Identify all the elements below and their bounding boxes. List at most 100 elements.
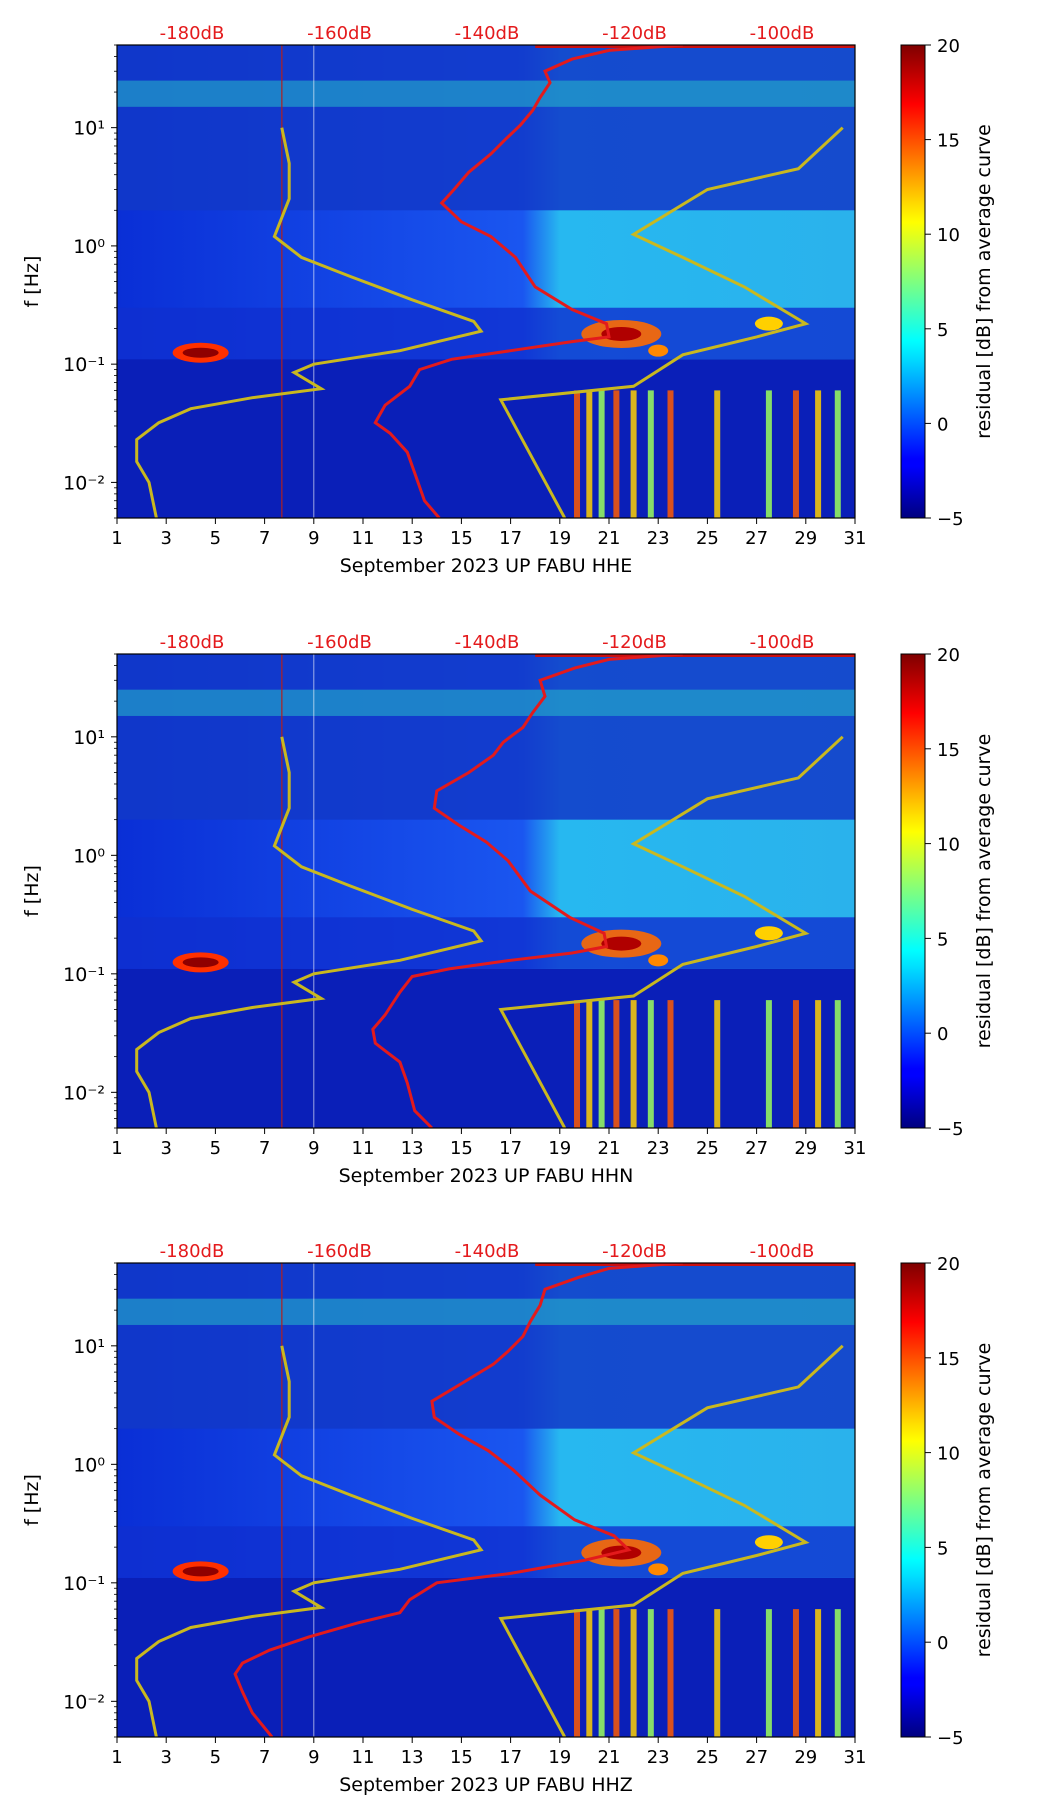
storm-stripe bbox=[598, 1000, 605, 1128]
x-tick-label: 7 bbox=[259, 1747, 270, 1768]
x-tick-label: 29 bbox=[794, 1138, 817, 1159]
storm-stripe bbox=[586, 390, 593, 518]
storm-stripe bbox=[647, 1000, 654, 1128]
colorbar-tick-label: 5 bbox=[937, 929, 948, 950]
high-frequency-band bbox=[117, 654, 855, 820]
y-axis-label: f [Hz] bbox=[21, 1474, 43, 1526]
colorbar-tick-label: 20 bbox=[937, 1254, 960, 1275]
top-db-label: -160dB bbox=[307, 23, 372, 44]
x-tick-label: 13 bbox=[401, 1138, 424, 1159]
storm-stripe bbox=[815, 390, 822, 518]
hotspot bbox=[648, 954, 669, 967]
storm-stripe bbox=[630, 1609, 637, 1737]
x-axis-label: September 2023 UP FABU HHE bbox=[340, 555, 633, 577]
hotspot bbox=[754, 926, 783, 941]
storm-stripe bbox=[613, 1000, 620, 1128]
colorbar-tick-label: 15 bbox=[937, 131, 960, 152]
spectrogram bbox=[117, 1263, 855, 1737]
colorbar-tick-label: −5 bbox=[937, 1728, 964, 1749]
hotspot bbox=[648, 344, 669, 357]
x-tick-label: 19 bbox=[548, 1138, 571, 1159]
hotspot-core bbox=[601, 326, 642, 341]
hotspot-core bbox=[601, 936, 642, 951]
high-frequency-band bbox=[117, 1263, 855, 1429]
x-tick-label: 3 bbox=[160, 1747, 171, 1768]
y-tick-label: 10⁻² bbox=[63, 1691, 105, 1713]
low-noise-model-line bbox=[135, 736, 484, 1128]
x-tick-label: 9 bbox=[308, 1138, 319, 1159]
x-tick-label: 7 bbox=[259, 1138, 270, 1159]
storm-stripe bbox=[667, 1000, 674, 1128]
x-tick-label: 15 bbox=[450, 1747, 473, 1768]
storm-stripe bbox=[792, 390, 799, 518]
x-tick-label: 1 bbox=[111, 1138, 122, 1159]
storm-stripe bbox=[765, 1000, 772, 1128]
colorbar-tick-label: −5 bbox=[937, 509, 964, 530]
storm-stripe bbox=[834, 1000, 841, 1128]
low-noise-model-line bbox=[135, 127, 484, 518]
top-saturation-line bbox=[535, 1263, 855, 1266]
y-axis-label: f [Hz] bbox=[21, 256, 43, 308]
x-tick-label: 13 bbox=[401, 528, 424, 549]
y-tick-label: 10¹ bbox=[73, 118, 105, 140]
low-frequency-band bbox=[117, 968, 855, 1128]
top-db-label: -100dB bbox=[750, 23, 815, 44]
storm-stripe bbox=[574, 390, 581, 518]
average-psd-line bbox=[233, 1263, 683, 1737]
x-tick-label: 23 bbox=[647, 1747, 670, 1768]
x-tick-label: 3 bbox=[160, 528, 171, 549]
x-tick-label: 31 bbox=[844, 1138, 867, 1159]
storm-stripe bbox=[714, 1609, 721, 1737]
top-db-label: -140dB bbox=[455, 1241, 520, 1262]
colorbar-tick-label: 0 bbox=[937, 1633, 948, 1654]
x-tick-label: 25 bbox=[696, 1138, 719, 1159]
x-tick-label: 5 bbox=[210, 528, 221, 549]
average-psd-line bbox=[373, 45, 683, 518]
colorbar-tick-label: 20 bbox=[937, 645, 960, 666]
colorbar-label: residual [dB] from average curve bbox=[973, 124, 995, 439]
storm-stripe bbox=[714, 390, 721, 518]
colorbar-tick-label: −5 bbox=[937, 1119, 964, 1140]
colorbar-tick-label: 5 bbox=[937, 320, 948, 341]
hotspot-core bbox=[182, 347, 219, 358]
x-tick-label: 23 bbox=[647, 1138, 670, 1159]
colorbar bbox=[900, 44, 926, 519]
x-tick-label: 27 bbox=[745, 1138, 768, 1159]
top-db-label: -180dB bbox=[160, 632, 225, 653]
storm-stripe bbox=[647, 390, 654, 518]
storm-stripe bbox=[574, 1609, 581, 1737]
top-db-label: -160dB bbox=[307, 632, 372, 653]
x-tick-label: 15 bbox=[450, 1138, 473, 1159]
average-psd-line bbox=[371, 654, 683, 1128]
microseism-band bbox=[117, 917, 855, 969]
x-tick-label: 13 bbox=[401, 1747, 424, 1768]
storm-stripe bbox=[647, 1609, 654, 1737]
storm-stripe bbox=[815, 1609, 822, 1737]
storm-stripe bbox=[630, 1000, 637, 1128]
x-tick-label: 9 bbox=[308, 1747, 319, 1768]
storm-stripe bbox=[598, 1609, 605, 1737]
storm-stripe bbox=[667, 390, 674, 518]
x-tick-label: 31 bbox=[844, 1747, 867, 1768]
storm-stripe bbox=[613, 390, 620, 518]
x-tick-label: 25 bbox=[696, 528, 719, 549]
y-tick-label: 10⁻¹ bbox=[63, 964, 105, 986]
hotspot bbox=[754, 316, 783, 331]
x-tick-label: 15 bbox=[450, 528, 473, 549]
hotspot bbox=[648, 1563, 669, 1576]
x-tick-label: 27 bbox=[745, 528, 768, 549]
top-db-label: -180dB bbox=[160, 1241, 225, 1262]
x-tick-label: 23 bbox=[647, 528, 670, 549]
top-db-label: -120dB bbox=[602, 23, 667, 44]
high-noise-model-line bbox=[498, 735, 844, 1128]
x-tick-label: 27 bbox=[745, 1747, 768, 1768]
y-axis-label: f [Hz] bbox=[21, 865, 43, 917]
y-tick-label: 10⁻¹ bbox=[63, 354, 105, 376]
storm-stripe bbox=[834, 1609, 841, 1737]
y-tick-label: 10⁰ bbox=[73, 1454, 105, 1476]
x-tick-label: 3 bbox=[160, 1138, 171, 1159]
x-tick-label: 11 bbox=[352, 528, 375, 549]
x-tick-label: 31 bbox=[844, 528, 867, 549]
y-tick-label: 10⁻² bbox=[63, 1082, 105, 1104]
